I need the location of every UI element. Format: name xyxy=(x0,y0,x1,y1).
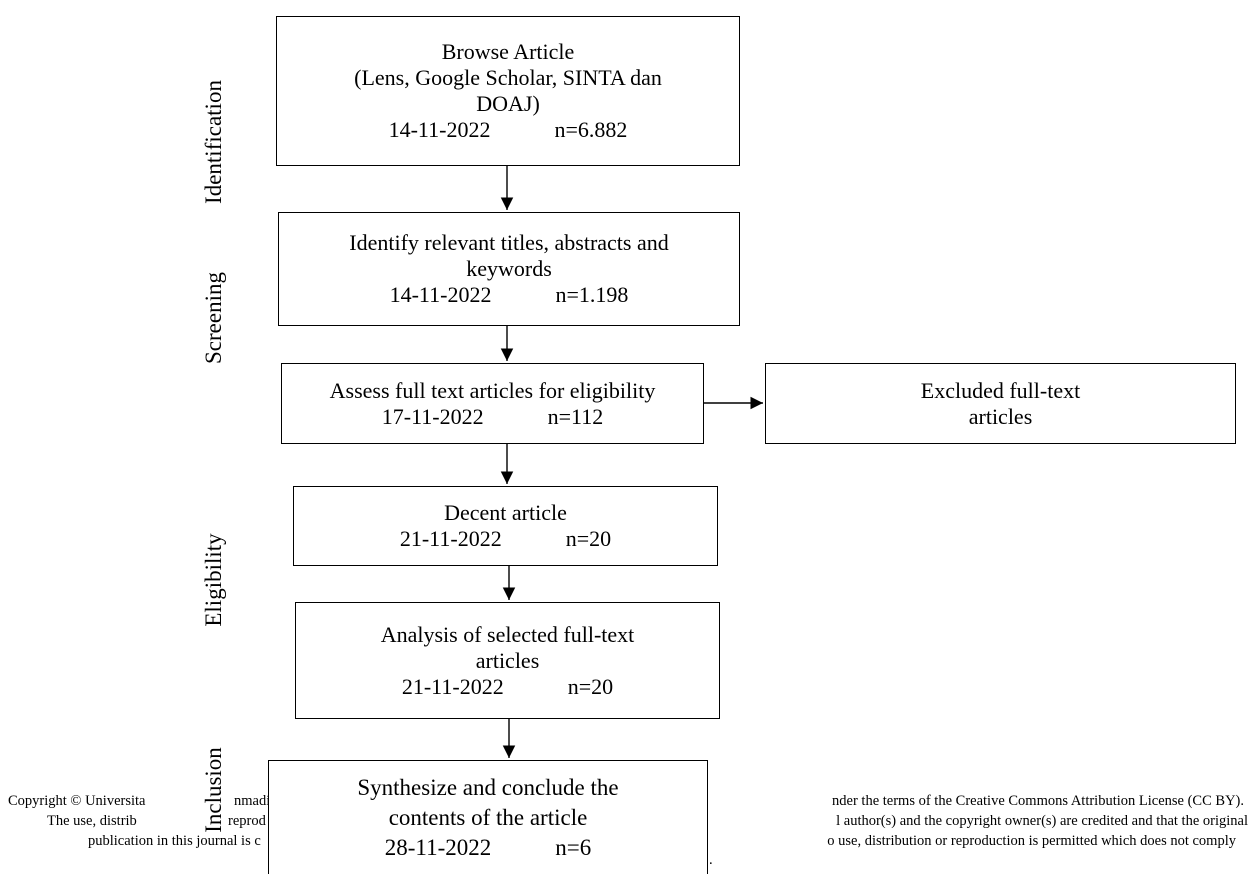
box-synthesize: Synthesize and conclude the contents of … xyxy=(268,760,708,874)
box-browse-article: Browse Article (Lens, Google Scholar, SI… xyxy=(276,16,740,166)
box-title-line2: contents of the article xyxy=(388,805,588,830)
box-count: n=112 xyxy=(547,403,604,429)
box-count: n=6.882 xyxy=(554,117,628,142)
box-title: Browse Article xyxy=(441,39,575,64)
stage-label-screening: Screening xyxy=(201,272,226,364)
box-meta: 14-11-2022 n=6.882 xyxy=(277,117,739,143)
box-date: 21-11-2022 xyxy=(401,673,504,699)
box-sources-line2: DOAJ) xyxy=(476,91,540,116)
box-meta: 28-11-2022 n=6 xyxy=(269,833,707,863)
box-meta: 17-11-2022 n=112 xyxy=(282,404,703,430)
box-date: 17-11-2022 xyxy=(381,403,484,429)
box-sources-line1: (Lens, Google Scholar, SINTA dan xyxy=(354,65,662,90)
box-date: 28-11-2022 xyxy=(384,835,492,860)
box-meta: 21-11-2022 n=20 xyxy=(296,674,719,700)
box-title: Assess full text articles for eligibilit… xyxy=(329,377,656,403)
footer-line3-right: o use, distribution or reproduction is p… xyxy=(827,833,1236,849)
footer-line2-mid: reprod xyxy=(228,813,266,829)
box-decent-article: Decent article 21-11-2022 n=20 xyxy=(293,486,718,566)
box-count: n=1.198 xyxy=(555,282,629,307)
box-title-line1: Identify relevant titles, abstracts and xyxy=(349,230,669,255)
box-title-line2: articles xyxy=(475,647,540,673)
box-date: 14-11-2022 xyxy=(388,117,491,142)
box-excluded: Excluded full-text articles xyxy=(765,363,1236,444)
box-count: n=20 xyxy=(565,526,612,551)
box-meta: 21-11-2022 n=20 xyxy=(294,526,717,552)
box-title-line1: Excluded full-text xyxy=(920,377,1081,403)
footer-line1-mid: nmadi xyxy=(234,793,271,809)
box-title-line2: keywords xyxy=(466,256,552,281)
stage-label-inclusion: Inclusion xyxy=(201,747,226,833)
box-count: n=6 xyxy=(555,835,592,860)
stage-label-identification: Identification xyxy=(201,80,226,204)
box-date: 21-11-2022 xyxy=(399,526,502,551)
footer-line4-right: . xyxy=(709,852,713,868)
footer-line1-right: nder the terms of the Creative Commons A… xyxy=(832,793,1244,809)
box-date: 14-11-2022 xyxy=(389,282,492,307)
box-title-line1: Synthesize and conclude the xyxy=(357,775,619,800)
box-identify-relevant: Identify relevant titles, abstracts and … xyxy=(278,212,740,326)
footer-line1-left: Copyright © Universita xyxy=(8,793,146,809)
box-meta: 14-11-2022 n=1.198 xyxy=(279,282,739,308)
box-analysis: Analysis of selected full-text articles … xyxy=(295,602,720,719)
footer-line2-left: The use, distrib xyxy=(47,813,137,829)
box-title: Decent article xyxy=(444,500,567,525)
stage-label-eligibility: Eligibility xyxy=(201,533,226,627)
box-assess-eligibility: Assess full text articles for eligibilit… xyxy=(281,363,704,444)
footer-line2-right: l author(s) and the copyright owner(s) a… xyxy=(836,813,1248,829)
box-count: n=20 xyxy=(567,673,614,699)
footer-line3-left: publication in this journal is c xyxy=(88,833,261,849)
box-title-line2: articles xyxy=(968,403,1033,429)
box-title-line1: Analysis of selected full-text xyxy=(380,621,635,647)
